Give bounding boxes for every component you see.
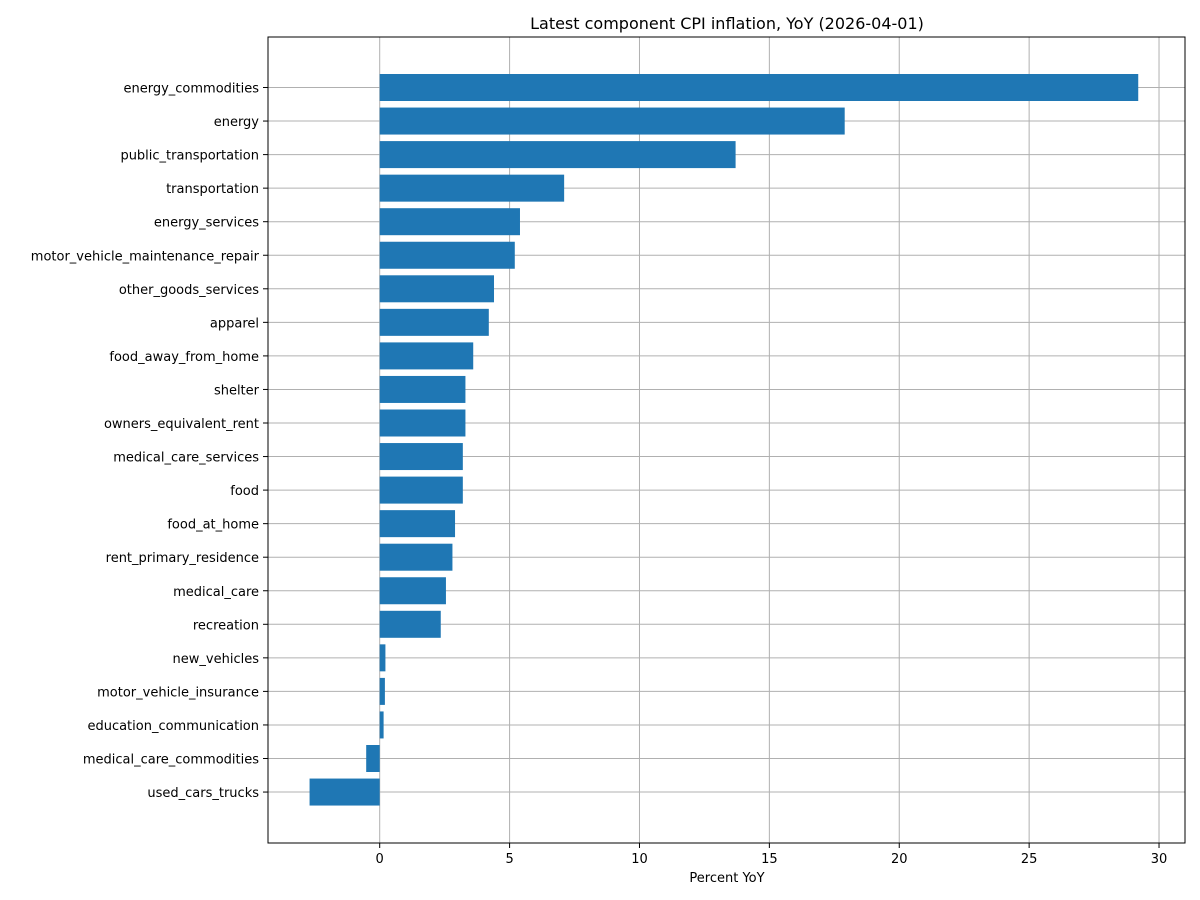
- bar-energy-commodities: [379, 74, 1139, 101]
- bar-new-vehicles: [379, 644, 386, 672]
- bar-medical-care-commodities: [366, 745, 380, 772]
- bar-motor-vehicle-maintenance-repair: [379, 241, 515, 269]
- y-tick-label: medical_care_commodities: [83, 753, 259, 768]
- bar-rent-primary-residence: [379, 543, 453, 571]
- x-tick-label: 15: [761, 852, 778, 867]
- bar-public-transportation: [379, 141, 736, 169]
- y-tick-label: motor_vehicle_insurance: [97, 685, 259, 700]
- y-tick-label: medical_care_services: [113, 451, 259, 466]
- bar-used-cars-trucks: [309, 778, 380, 806]
- y-tick-label: food_at_home: [167, 518, 259, 533]
- y-tick-label: transportation: [166, 182, 259, 197]
- x-axis: 0 5 10 15 20 25 30: [376, 843, 1168, 867]
- bar-energy-services: [379, 208, 520, 236]
- x-tick-label: 25: [1021, 852, 1038, 867]
- bar-energy: [379, 107, 845, 135]
- bar-food-at-home: [379, 510, 456, 538]
- y-tick-label: apparel: [210, 316, 259, 331]
- y-tick-label: energy_commodities: [123, 82, 259, 97]
- plot-frame: [267, 36, 1186, 844]
- y-tick-label: education_communication: [87, 719, 259, 734]
- x-tick-label: 5: [505, 852, 513, 867]
- y-tick-label: used_cars_trucks: [147, 786, 259, 801]
- bar-food-away-from-home: [379, 342, 474, 370]
- y-tick-label: energy: [214, 115, 260, 130]
- chart-title: Latest component CPI inflation, YoY (202…: [530, 14, 924, 33]
- y-tick-label: public_transportation: [120, 149, 259, 164]
- y-tick-label: recreation: [193, 618, 259, 633]
- x-tick-label: 20: [891, 852, 908, 867]
- y-tick-label: food_away_from_home: [109, 350, 259, 365]
- bar-education-communication: [379, 711, 384, 739]
- x-axis-label: Percent YoY: [689, 871, 764, 886]
- bars-layer: [309, 74, 1139, 806]
- bar-apparel: [379, 308, 489, 336]
- bar-transportation: [379, 174, 565, 202]
- bar-shelter: [379, 375, 466, 403]
- bar-medical-care: [379, 577, 446, 605]
- x-tick-label: 0: [376, 852, 384, 867]
- y-tick-label: other_goods_services: [119, 283, 259, 298]
- y-tick-label: shelter: [214, 383, 260, 398]
- bar-recreation: [379, 610, 441, 638]
- bar-owners-equivalent-rent: [379, 409, 466, 437]
- x-tick-label: 30: [1151, 852, 1168, 867]
- y-tick-label: rent_primary_residence: [106, 551, 259, 566]
- y-tick-label: medical_care: [173, 585, 259, 600]
- y-tick-label: new_vehicles: [173, 652, 260, 667]
- y-tick-label: owners_equivalent_rent: [104, 417, 259, 432]
- bar-motor-vehicle-insurance: [379, 677, 385, 705]
- bar-other-goods-services: [379, 275, 495, 303]
- y-tick-label: food: [230, 484, 259, 499]
- y-tick-label: motor_vehicle_maintenance_repair: [31, 249, 260, 264]
- bar-food: [379, 476, 463, 504]
- x-tick-label: 10: [631, 852, 648, 867]
- bar-medical-care-services: [379, 443, 463, 471]
- y-tick-label: energy_services: [154, 216, 259, 231]
